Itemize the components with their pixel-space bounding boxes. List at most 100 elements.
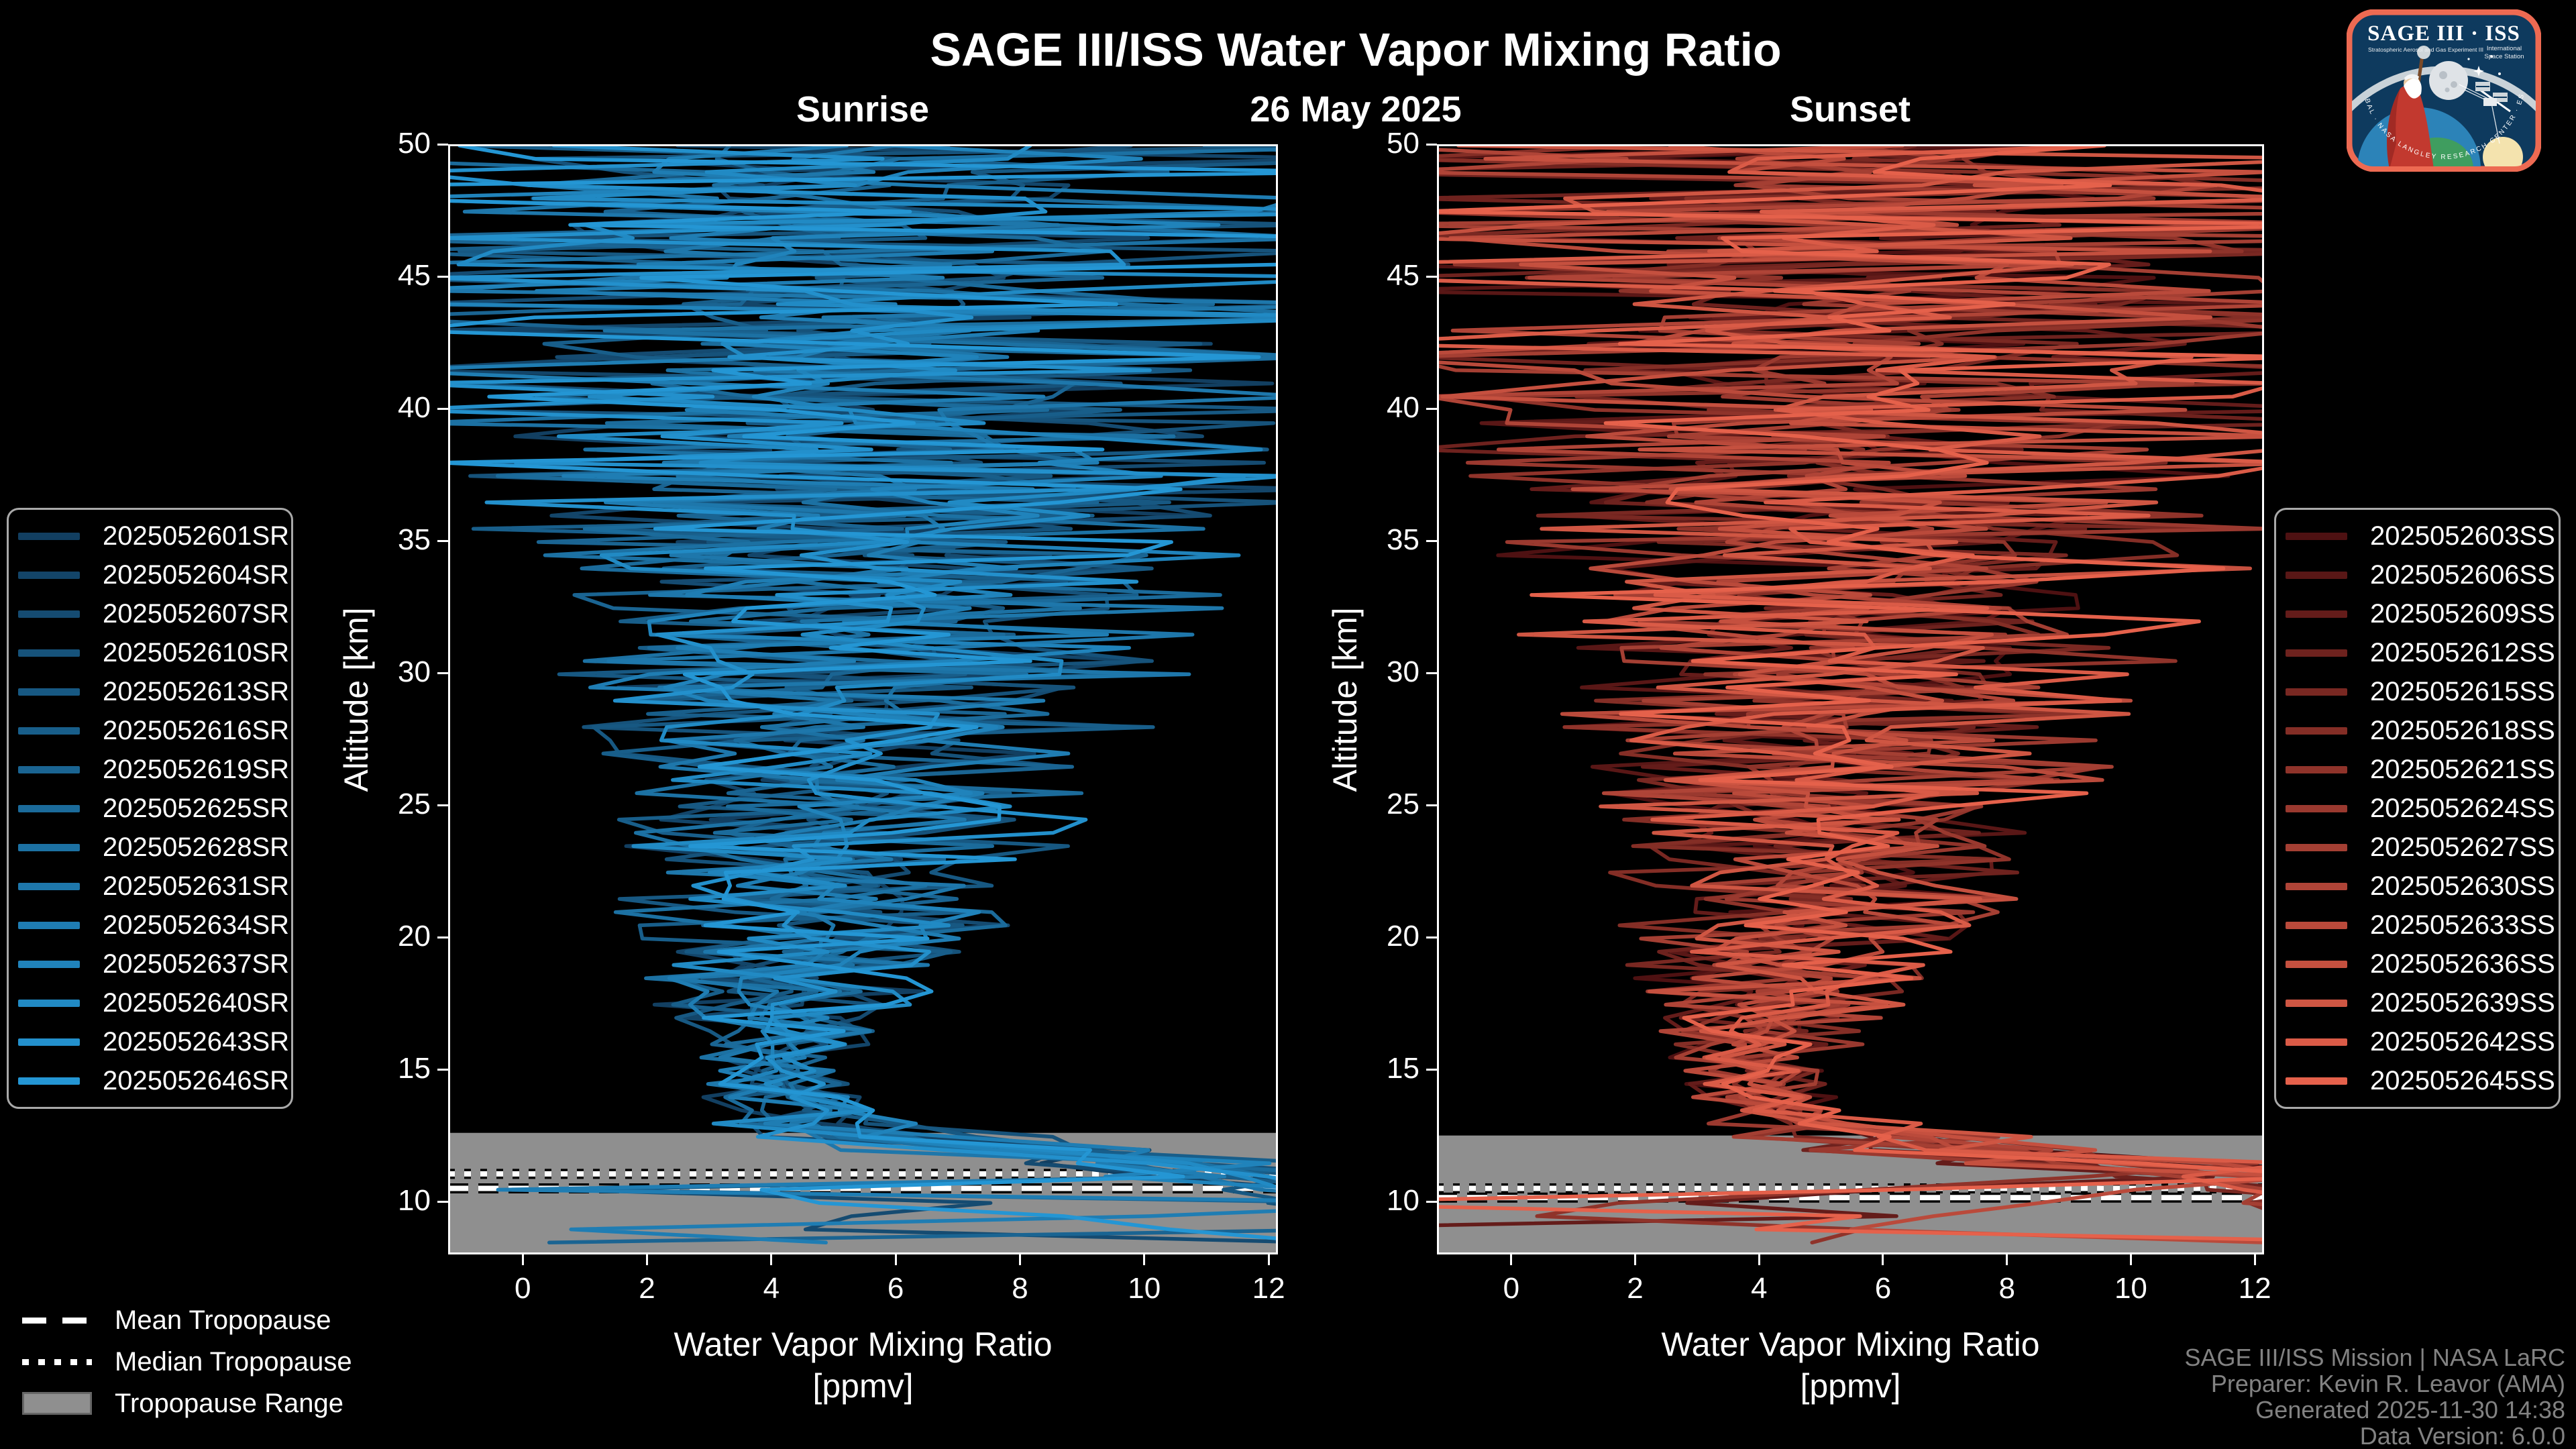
legend-line-swatch xyxy=(2286,921,2347,929)
legend-event-id: 2025052616SR xyxy=(103,715,290,745)
x-tick-label: 4 xyxy=(763,1272,780,1305)
legend-line-swatch xyxy=(18,1038,80,1046)
tropopause-range-label: Tropopause Range xyxy=(115,1388,343,1418)
legend-item: 2025052607SR xyxy=(18,599,291,629)
x-tick-label: 8 xyxy=(1012,1272,1028,1305)
y-tick-label: 40 xyxy=(1387,391,1419,425)
y-tick-label: 30 xyxy=(398,655,431,689)
legend-line-swatch xyxy=(18,727,80,735)
x-tick-mark xyxy=(894,1254,897,1265)
legend-event-id: 2025052621SS xyxy=(2370,754,2555,784)
y-tick-label: 35 xyxy=(1387,523,1419,557)
legend-line-swatch xyxy=(2286,960,2347,968)
axes-spines xyxy=(448,144,1278,1254)
legend-line-swatch xyxy=(18,804,80,812)
x-tick-label: 6 xyxy=(887,1272,904,1305)
median-tropopause-label: Median Tropopause xyxy=(115,1346,352,1377)
legend-line-swatch xyxy=(2286,843,2347,851)
legend-line-swatch xyxy=(18,571,80,579)
y-tick-mark xyxy=(1426,804,1437,806)
sunrise-legend: 2025052601SR 2025052604SR 2025052607SR 2025… xyxy=(7,508,293,1109)
logo-station-line2: Space Station xyxy=(2484,53,2524,60)
y-tick-mark xyxy=(1426,539,1437,542)
legend-event-id: 2025052619SR xyxy=(103,754,290,784)
legend-event-id: 2025052615SS xyxy=(2370,676,2555,706)
legend-item: 2025052624SS xyxy=(2286,794,2559,824)
legend-item: 2025052636SS xyxy=(2286,949,2559,979)
legend-item: 2025052628SR xyxy=(18,833,291,863)
y-tick-label: 20 xyxy=(1387,920,1419,953)
y-tick-mark xyxy=(1426,1068,1437,1071)
x-tick-label: 12 xyxy=(1252,1272,1285,1305)
subtitle-sunset: Sunset xyxy=(1789,89,1911,129)
legend-line-swatch xyxy=(2286,765,2347,773)
legend-event-id: 2025052645SS xyxy=(2370,1065,2555,1095)
x-tick-mark xyxy=(2006,1254,2008,1265)
x-tick-label: 2 xyxy=(1627,1272,1644,1305)
legend-event-id: 2025052601SR xyxy=(103,521,290,551)
legend-line-swatch xyxy=(2286,610,2347,618)
sage-figure xyxy=(2387,46,2434,166)
x-tick-label: 0 xyxy=(514,1272,531,1305)
sunset-legend: 2025052603SS 2025052606SS 2025052609SS 2025… xyxy=(2274,508,2561,1109)
legend-line-swatch xyxy=(18,921,80,929)
sunset-plot-area xyxy=(1437,144,2264,1254)
y-tick-mark xyxy=(1426,143,1437,146)
legend-line-swatch xyxy=(18,765,80,773)
legend-line-swatch xyxy=(18,999,80,1007)
credit-preparer: Preparer: Kevin R. Leavor (AMA) xyxy=(2210,1370,2565,1397)
y-tick-mark xyxy=(437,1068,448,1071)
legend-event-id: 2025052609SS xyxy=(2370,598,2555,629)
y-tick-label: 10 xyxy=(398,1184,431,1218)
mean-tropopause-label: Mean Tropopause xyxy=(115,1305,331,1335)
y-tick-mark xyxy=(1426,1200,1437,1203)
logo-station-line1: International xyxy=(2487,45,2522,52)
legend-item: 2025052633SS xyxy=(2286,910,2559,941)
x-tick-label: 8 xyxy=(1998,1272,2015,1305)
legend-item: 2025052630SS xyxy=(2286,871,2559,902)
legend-item: 2025052612SS xyxy=(2286,638,2559,668)
x-tick-mark xyxy=(1758,1254,1760,1265)
x-tick-mark xyxy=(770,1254,773,1265)
x-tick-mark xyxy=(2129,1254,2132,1265)
median-tropopause-legend-item: Median Tropopause xyxy=(22,1346,352,1377)
x-tick-mark xyxy=(1018,1254,1021,1265)
legend-item: 2025052625SR xyxy=(18,794,291,824)
profile-line-2025052645SS xyxy=(1437,144,2264,1242)
legend-item: 2025052634SR xyxy=(18,910,291,941)
legend-line-swatch xyxy=(2286,532,2347,540)
legend-line-swatch xyxy=(18,960,80,968)
legend-event-id: 2025052625SR xyxy=(103,793,290,823)
x-tick-mark xyxy=(1267,1254,1270,1265)
stars xyxy=(2467,55,2501,76)
x-tick-label: 10 xyxy=(2114,1272,2147,1305)
legend-item: 2025052639SS xyxy=(2286,988,2559,1018)
logo-subtitle: Stratospheric Aerosol and Gas Experiment… xyxy=(2368,46,2483,53)
tropopause-range-swatch xyxy=(22,1391,92,1415)
legend-line-swatch xyxy=(18,1077,80,1085)
y-tick-mark xyxy=(437,672,448,674)
sage-iii-iss-mission-patch-logo: SAGE III · ISS Stratospheric Aerosol and… xyxy=(2347,9,2541,172)
legend-event-id: 2025052633SS xyxy=(2370,910,2555,940)
median-tropopause-dot-icon xyxy=(22,1350,92,1374)
legend-line-swatch xyxy=(18,843,80,851)
legend-event-id: 2025052610SR xyxy=(103,637,290,667)
legend-line-swatch xyxy=(2286,688,2347,696)
legend-event-id: 2025052606SS xyxy=(2370,559,2555,590)
legend-item: 2025052627SS xyxy=(2286,833,2559,863)
x-tick-mark xyxy=(1882,1254,1884,1265)
y-tick-mark xyxy=(1426,407,1437,410)
x-axis-label-line2: [ppmv] xyxy=(812,1367,914,1405)
legend-item: 2025052646SR xyxy=(18,1066,291,1096)
legend-item: 2025052616SR xyxy=(18,716,291,746)
legend-item: 2025052615SS xyxy=(2286,677,2559,707)
y-tick-label: 45 xyxy=(1387,259,1419,292)
legend-event-id: 2025052630SS xyxy=(2370,871,2555,901)
y-tick-mark xyxy=(1426,936,1437,938)
iss xyxy=(2475,82,2511,113)
y-tick-mark xyxy=(437,407,448,410)
y-tick-label: 45 xyxy=(398,259,431,292)
legend-item: 2025052621SS xyxy=(2286,755,2559,785)
subtitle-sunrise: Sunrise xyxy=(796,89,930,129)
y-tick-mark xyxy=(437,275,448,278)
